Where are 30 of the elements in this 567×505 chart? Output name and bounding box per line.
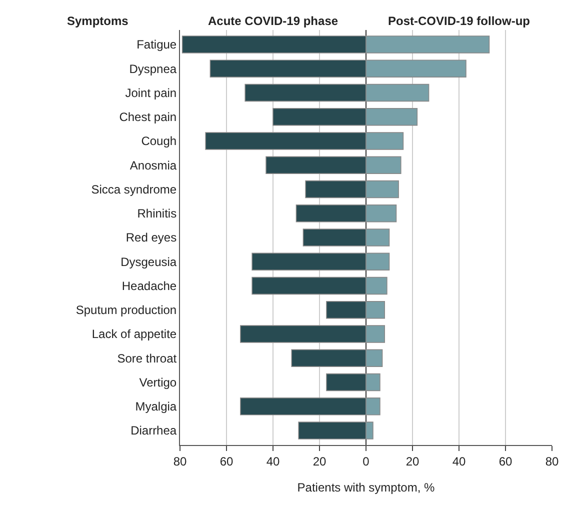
y-tick-label: Lack of appetite — [92, 327, 177, 342]
y-axis-title: Symptoms — [67, 14, 129, 28]
y-tick-label: Vertigo — [139, 375, 177, 390]
y-tick-label: Cough — [141, 134, 177, 148]
y-tick-label: Anosmia — [130, 158, 177, 172]
x-tick-label: 0 — [362, 454, 370, 468]
series-label: Acute COVID-19 phase — [208, 14, 338, 28]
y-tick-label: Dysgeusia — [120, 254, 177, 269]
x-tick-label: 80 — [545, 454, 559, 468]
y-tick-label: Sore throat — [117, 351, 178, 366]
x-tick-label: 80 — [173, 454, 187, 468]
x-tick-label: 60 — [498, 454, 512, 468]
series-label: Post-COVID-19 follow-up — [388, 14, 530, 28]
y-tick-label: Myalgia — [135, 400, 177, 414]
x-tick-label: 40 — [266, 454, 280, 468]
x-tick-label: 40 — [452, 454, 466, 468]
y-tick-label: Fatigue — [136, 38, 177, 52]
y-tick-label: Dyspnea — [129, 62, 177, 76]
x-tick-label: 20 — [312, 454, 326, 468]
y-tick-label: Headache — [122, 278, 177, 293]
y-tick-label: Sputum production — [76, 303, 177, 318]
y-tick-label: Sicca syndrome — [91, 182, 177, 196]
x-tick-label: 60 — [220, 454, 234, 468]
x-tick-label: 20 — [406, 454, 420, 468]
x-axis-title: Patients with symptom, % — [297, 480, 436, 494]
y-tick-label: Joint pain — [125, 86, 177, 100]
y-tick-label: Rhinitis — [137, 206, 177, 221]
y-tick-label: Red eyes — [126, 230, 177, 245]
y-tick-label: Diarrhea — [130, 424, 177, 438]
y-tick-label: Chest pain — [119, 110, 177, 124]
